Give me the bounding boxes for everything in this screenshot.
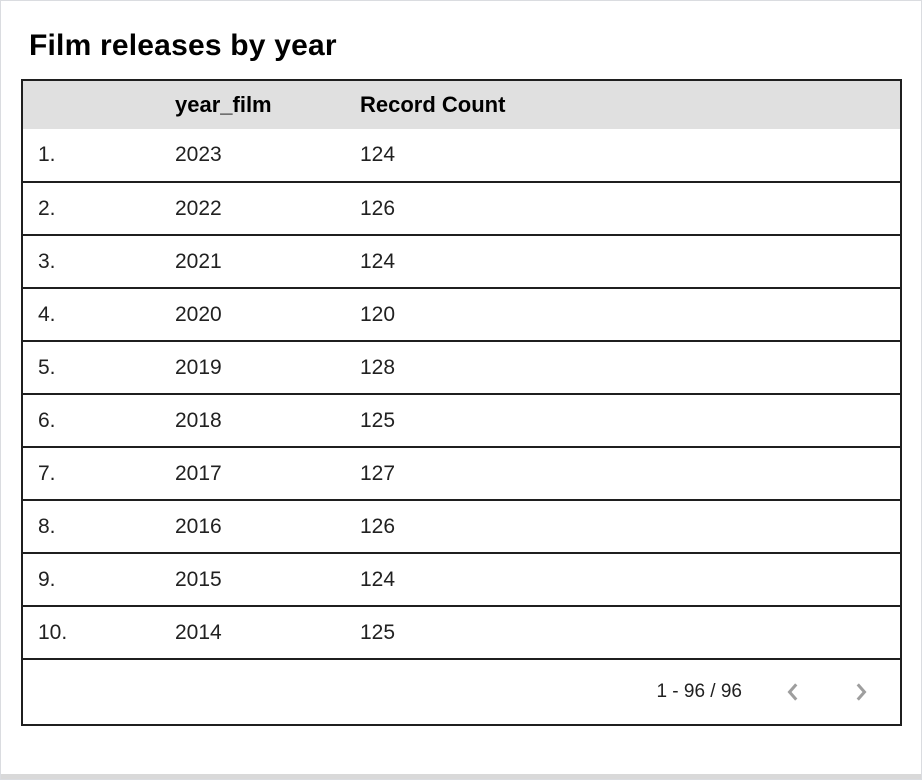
data-table: year_film Record Count 1. 2023 124 2. 20… bbox=[23, 81, 900, 660]
row-number-cell: 6. bbox=[23, 394, 163, 448]
table-row: 4. 2020 120 bbox=[23, 288, 900, 342]
record-count-cell: 120 bbox=[348, 288, 900, 342]
year-film-cell: 2018 bbox=[163, 394, 348, 448]
chevron-right-icon bbox=[848, 679, 874, 705]
prev-page-button[interactable] bbox=[778, 677, 808, 707]
table-row: 7. 2017 127 bbox=[23, 447, 900, 501]
record-count-cell: 124 bbox=[348, 553, 900, 607]
table-row: 5. 2019 128 bbox=[23, 341, 900, 395]
row-number-cell: 3. bbox=[23, 235, 163, 289]
pagination-bar: 1 - 96 / 96 bbox=[23, 660, 900, 724]
row-number-cell: 4. bbox=[23, 288, 163, 342]
table-header: year_film Record Count bbox=[23, 81, 900, 129]
record-count-cell: 128 bbox=[348, 341, 900, 395]
chart-title: Film releases by year bbox=[29, 29, 337, 62]
table-row: 10. 2014 125 bbox=[23, 606, 900, 660]
row-number-cell: 5. bbox=[23, 341, 163, 395]
year-film-cell: 2022 bbox=[163, 182, 348, 236]
year-film-cell: 2016 bbox=[163, 500, 348, 554]
year-film-cell: 2017 bbox=[163, 447, 348, 501]
table-row: 6. 2018 125 bbox=[23, 394, 900, 448]
row-number-cell: 9. bbox=[23, 553, 163, 607]
row-number-cell: 8. bbox=[23, 500, 163, 554]
pagination-range-label: 1 - 96 / 96 bbox=[656, 681, 742, 702]
header-row: year_film Record Count bbox=[23, 81, 900, 129]
table-body: 1. 2023 124 2. 2022 126 3. 2021 124 4. 2… bbox=[23, 129, 900, 660]
year-film-cell: 2019 bbox=[163, 341, 348, 395]
year-film-cell: 2020 bbox=[163, 288, 348, 342]
row-number-cell: 1. bbox=[23, 129, 163, 183]
record-count-cell: 125 bbox=[348, 606, 900, 660]
row-number-cell: 7. bbox=[23, 447, 163, 501]
chevron-left-icon bbox=[780, 679, 806, 705]
record-count-cell: 124 bbox=[348, 235, 900, 289]
column-header-row-number bbox=[23, 81, 163, 129]
table-row: 1. 2023 124 bbox=[23, 129, 900, 183]
table-row: 3. 2021 124 bbox=[23, 235, 900, 289]
page-bottom-strip bbox=[1, 774, 921, 779]
year-film-cell: 2021 bbox=[163, 235, 348, 289]
next-page-button[interactable] bbox=[846, 677, 876, 707]
table-row: 9. 2015 124 bbox=[23, 553, 900, 607]
column-header-year-film[interactable]: year_film bbox=[163, 81, 348, 129]
year-film-cell: 2023 bbox=[163, 129, 348, 183]
record-count-cell: 125 bbox=[348, 394, 900, 448]
record-count-cell: 126 bbox=[348, 500, 900, 554]
table-row: 8. 2016 126 bbox=[23, 500, 900, 554]
record-count-cell: 127 bbox=[348, 447, 900, 501]
row-number-cell: 2. bbox=[23, 182, 163, 236]
row-number-cell: 10. bbox=[23, 606, 163, 660]
record-count-cell: 124 bbox=[348, 129, 900, 183]
year-film-cell: 2014 bbox=[163, 606, 348, 660]
record-count-cell: 126 bbox=[348, 182, 900, 236]
table-row: 2. 2022 126 bbox=[23, 182, 900, 236]
table-chart-card: year_film Record Count 1. 2023 124 2. 20… bbox=[21, 79, 902, 726]
year-film-cell: 2015 bbox=[163, 553, 348, 607]
column-header-record-count[interactable]: Record Count bbox=[348, 81, 900, 129]
